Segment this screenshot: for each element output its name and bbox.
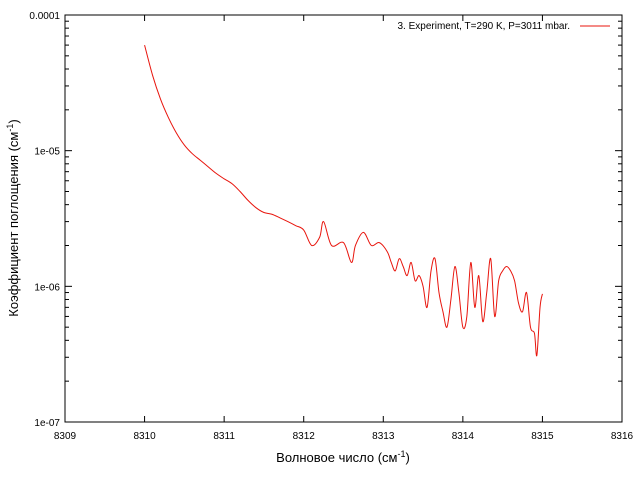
series-line <box>144 44 543 357</box>
x-axis-label: Волновое число (см-1) <box>276 449 410 465</box>
x-tick-label: 8313 <box>372 431 395 442</box>
y-tick-label: 1e-06 <box>34 282 60 293</box>
x-tick-label: 8311 <box>213 431 235 442</box>
y-axis-label: Коэффициент поглощения (см-1) <box>5 119 21 316</box>
x-tick-label: 8310 <box>133 431 156 442</box>
x-tick-label: 8314 <box>452 431 475 442</box>
y-tick-label: 0.0001 <box>29 11 60 22</box>
y-axis-label-sup: -1 <box>5 124 15 132</box>
x-axis-label-main: Волновое число (см <box>276 450 397 465</box>
y-tick-label: 1e-05 <box>34 147 60 158</box>
x-axis-label-tail: ) <box>406 450 410 465</box>
x-tick-label: 8312 <box>293 431 316 442</box>
y-axis-label-tail: ) <box>6 119 21 123</box>
x-tick-label: 8315 <box>531 431 554 442</box>
y-axis-label-main: Коэффициент поглощения (см <box>6 132 21 317</box>
x-tick-label: 8309 <box>54 431 77 442</box>
plot-frame <box>64 14 623 423</box>
x-axis-label-sup: -1 <box>397 449 405 459</box>
legend: 3. Experiment, T=290 K, P=3011 mbar. <box>397 21 610 32</box>
y-tick-label: 1e-07 <box>34 418 60 429</box>
tick-labels: 8309 8310 8311 8312 8313 8314 8315 8316 1e-07 1e-… <box>29 11 633 442</box>
x-tick-label: 8316 <box>611 431 634 442</box>
legend-label: 3. Experiment, T=290 K, P=3011 mbar. <box>397 21 570 32</box>
